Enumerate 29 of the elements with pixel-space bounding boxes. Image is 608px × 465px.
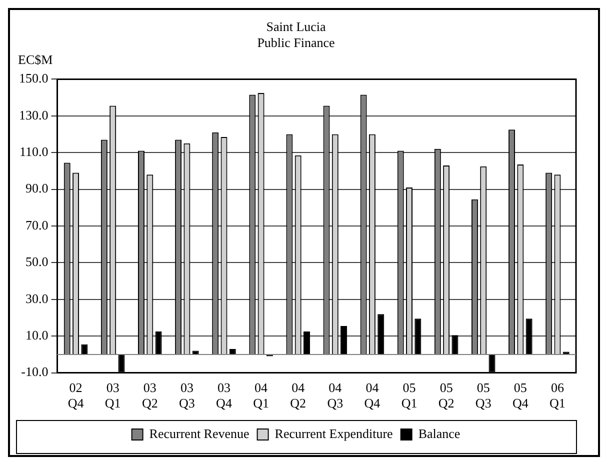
legend-label: Recurrent Revenue [149, 426, 250, 441]
legend-label: Recurrent Expenditure [274, 426, 394, 441]
text: Saint Lucia [266, 19, 326, 34]
x-tick-label: 05 Q2 [438, 380, 454, 411]
x-tick-label: 04 Q3 [327, 380, 344, 411]
y-tick-label: 110.0 [19, 144, 48, 160]
x-tick-label: 02 Q4 [68, 380, 84, 411]
x-tick-label: 03 Q1 [104, 380, 121, 411]
y-tick-label: 70.0 [26, 217, 48, 232]
x-tick-label: 06 Q1 [550, 380, 566, 411]
legend-label: Balance [418, 426, 460, 441]
y-tick-label: 10.0 [26, 328, 48, 343]
y-tick-label: 30.0 [26, 290, 48, 306]
x-tick-label: 04 Q2 [290, 380, 306, 411]
y-tick-label: 50.0 [26, 254, 48, 270]
x-tick-label: 03 Q4 [216, 380, 232, 411]
x-tick-label: 03 Q3 [178, 380, 195, 411]
x-tick-label: 04 Q1 [253, 380, 269, 411]
y-tick-label: 90.0 [26, 180, 48, 196]
x-tick-label: 05 Q1 [401, 380, 418, 411]
x-tick-label: 03 Q2 [142, 380, 158, 411]
y-axis-title: EC$M [18, 52, 54, 68]
y-tick-label: 130.0 [19, 107, 48, 122]
y-tick-label: -10.0 [21, 364, 48, 380]
text: Public Finance [257, 34, 335, 50]
x-tick-label: 04 Q4 [364, 380, 381, 411]
y-tick-label: 150.0 [19, 70, 48, 86]
x-tick-label: 05 Q3 [475, 380, 492, 411]
x-tick-label: 05 Q4 [512, 380, 529, 411]
